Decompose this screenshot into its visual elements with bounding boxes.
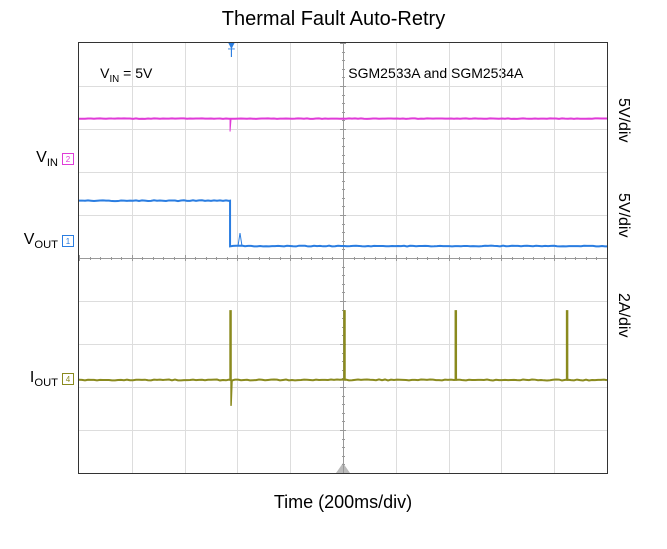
x-axis-label: Time (200ms/div): [78, 492, 608, 513]
left-axis-label: VIN: [36, 149, 58, 169]
channel-marker-icon: 1: [62, 235, 74, 247]
channel-marker-icon: 4: [62, 373, 74, 385]
right-axis-label: 5V/div: [614, 98, 632, 142]
vin-glitch: [230, 119, 231, 132]
vout-trace: [79, 200, 608, 246]
iout-trace: [79, 379, 607, 380]
iout-spike: [567, 311, 569, 380]
left-axis-label: IOUT: [30, 369, 58, 389]
plot-area: VIN = 5V SGM2533A and SGM2534A ▼T: [78, 42, 608, 474]
trace-layer: [79, 43, 608, 474]
left-axis-label: VOUT: [24, 231, 58, 251]
right-axis-label: 2A/div: [614, 293, 632, 337]
iout-spike: [344, 311, 346, 380]
channel-marker-icon: 2: [62, 153, 74, 165]
chart-title: Thermal Fault Auto-Retry: [0, 0, 667, 31]
right-axis-label: 5V/div: [614, 193, 632, 237]
chart-container: VIN = 5V SGM2533A and SGM2534A ▼T Time (…: [78, 42, 608, 474]
iout-spike: [455, 311, 457, 380]
vout-bump: [238, 233, 242, 246]
iout-spike: [230, 311, 232, 406]
